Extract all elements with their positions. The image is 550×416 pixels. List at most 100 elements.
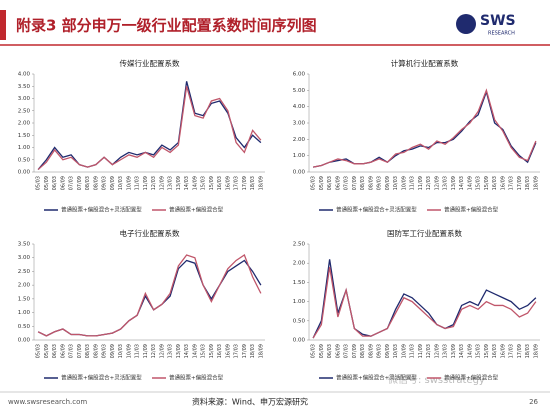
x-tick-label: 06/03 (327, 344, 333, 358)
x-tick-label: 17/03 (509, 176, 515, 190)
x-tick-label: 14/03 (184, 176, 190, 190)
x-tick-label: 05/09 (44, 176, 50, 190)
x-tick-label: 07/09 (352, 344, 358, 358)
x-tick-label: 15/03 (201, 176, 207, 190)
y-tick-label: 3.50 (18, 242, 31, 248)
x-tick-label: 10/03 (118, 344, 124, 358)
x-tick-label: 12/03 (151, 176, 157, 190)
x-tick-label: 11/09 (143, 176, 149, 190)
x-tick-label: 09/09 (385, 176, 391, 190)
series-line (37, 81, 262, 170)
x-tick-label: 10/03 (393, 344, 399, 358)
y-tick-label: 1.50 (18, 296, 31, 302)
x-tick-label: 15/09 (484, 344, 490, 358)
x-tick-label: 15/03 (476, 344, 482, 358)
series-line (312, 88, 537, 168)
y-tick-label: 2.00 (293, 261, 306, 267)
y-tick-label: 2.50 (18, 108, 31, 114)
x-tick-label: 10/03 (118, 176, 124, 190)
x-tick-label: 12/09 (434, 176, 440, 190)
legend-label: 普通股票+偏股混合+灵活配置型 (61, 206, 142, 214)
x-tick-label: 05/09 (44, 344, 50, 358)
page-number: 26 (529, 398, 538, 406)
y-tick-label: 1.50 (293, 280, 306, 286)
x-tick-label: 18/03 (250, 344, 256, 358)
y-tick-label: 0.00 (293, 338, 306, 344)
y-tick-label: 3.00 (293, 121, 306, 127)
x-tick-label: 07/03 (69, 344, 75, 358)
x-tick-label: 18/03 (250, 176, 256, 190)
chart-title: 国防军工行业配置系数 (387, 228, 462, 238)
logo: SWS (480, 13, 516, 29)
x-tick-label: 18/03 (525, 176, 531, 190)
x-tick-label: 12/03 (426, 176, 432, 190)
x-tick-label: 06/03 (52, 344, 58, 358)
x-tick-label: 08/03 (85, 176, 91, 190)
footer-site: www.swsresearch.com (8, 398, 87, 406)
x-tick-label: 13/03 (168, 344, 174, 358)
x-tick-label: 16/03 (492, 176, 498, 190)
x-tick-label: 18/03 (525, 344, 531, 358)
x-tick-label: 17/03 (234, 344, 240, 358)
chart-title: 电子行业配置系数 (120, 228, 180, 238)
logo-icon (456, 14, 476, 34)
x-tick-label: 13/03 (443, 344, 449, 358)
x-tick-label: 12/03 (151, 344, 157, 358)
slide-title: 附录3 部分申万一级行业配置系数时间序列图 (16, 17, 317, 35)
chart-title: 计算机行业配置系数 (391, 58, 459, 68)
x-tick-label: 17/09 (517, 176, 523, 190)
x-tick-label: 16/09 (500, 176, 506, 190)
title-accent (0, 10, 6, 40)
x-tick-label: 07/03 (344, 176, 350, 190)
x-tick-label: 10/03 (393, 176, 399, 190)
x-tick-label: 10/09 (126, 344, 132, 358)
x-tick-label: 09/09 (110, 344, 116, 358)
x-tick-label: 14/09 (467, 344, 473, 358)
x-tick-label: 18/09 (258, 176, 264, 190)
y-tick-label: 2.50 (18, 269, 31, 275)
y-tick-label: 0.00 (18, 170, 31, 176)
x-tick-label: 07/03 (69, 176, 75, 190)
x-tick-label: 16/09 (500, 344, 506, 358)
x-tick-label: 10/09 (126, 176, 132, 190)
y-tick-label: 2.50 (293, 242, 306, 248)
x-tick-label: 15/09 (484, 176, 490, 190)
x-tick-label: 08/03 (360, 176, 366, 190)
y-tick-label: 2.00 (18, 283, 31, 289)
y-tick-label: 1.50 (18, 133, 31, 139)
x-tick-label: 12/09 (159, 344, 165, 358)
x-tick-label: 14/09 (467, 176, 473, 190)
x-tick-label: 15/09 (209, 344, 215, 358)
x-tick-label: 05/09 (319, 344, 325, 358)
x-tick-label: 05/03 (311, 344, 317, 358)
x-tick-label: 06/03 (327, 176, 333, 190)
x-tick-label: 12/03 (426, 344, 432, 358)
x-tick-label: 16/03 (217, 344, 223, 358)
y-tick-label: 1.00 (293, 299, 306, 305)
x-tick-label: 05/03 (36, 176, 42, 190)
x-tick-label: 15/03 (476, 176, 482, 190)
x-tick-label: 12/09 (159, 176, 165, 190)
x-tick-label: 05/03 (36, 344, 42, 358)
x-tick-label: 07/09 (77, 344, 83, 358)
y-tick-label: 4.00 (18, 72, 31, 78)
x-tick-label: 09/09 (385, 344, 391, 358)
x-tick-label: 08/03 (85, 344, 91, 358)
y-tick-label: 6.00 (293, 72, 306, 78)
x-tick-label: 17/03 (234, 176, 240, 190)
series-line (312, 266, 537, 339)
x-tick-label: 14/03 (459, 176, 465, 190)
x-tick-label: 08/03 (360, 344, 366, 358)
y-tick-label: 3.00 (18, 255, 31, 261)
x-tick-label: 17/09 (242, 344, 248, 358)
x-tick-label: 08/09 (93, 344, 99, 358)
legend-label: 普通股票+偏股混合+灵活配置型 (336, 374, 417, 382)
x-tick-label: 13/09 (176, 344, 182, 358)
x-tick-label: 12/09 (434, 344, 440, 358)
x-tick-label: 11/03 (135, 176, 141, 190)
legend-label: 普通股票+偏股混合型 (169, 206, 224, 214)
y-tick-label: 2.00 (18, 121, 31, 127)
y-tick-label: 1.00 (18, 310, 31, 316)
x-tick-label: 18/09 (533, 176, 539, 190)
